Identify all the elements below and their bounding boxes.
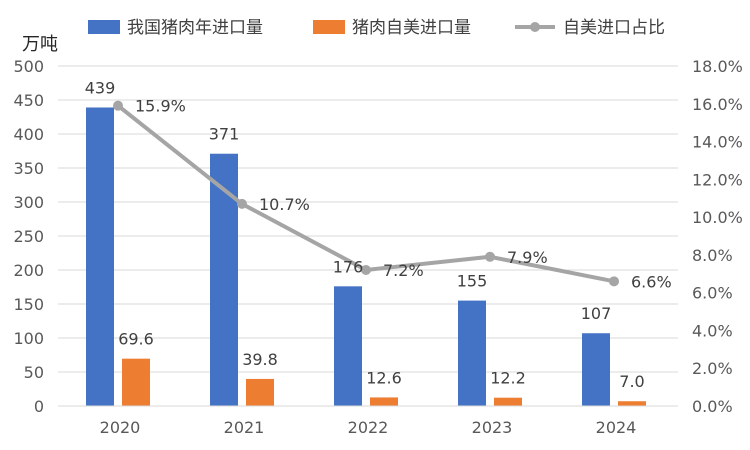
right-axis-tick-label: 2.0% [692,359,733,378]
x-axis-tick-label: 2022 [348,418,389,437]
right-axis-tick-label: 12.0% [692,170,743,189]
bar-total-2020 [86,107,114,406]
share-marker-2024 [609,276,619,287]
left-axis-tick-label: 400 [13,125,44,144]
data-label-total: 439 [85,78,116,97]
data-label-us: 12.6 [366,368,402,387]
legend-label-share: 自美进口占比 [563,18,665,38]
data-label-us: 39.8 [242,350,278,369]
share-marker-2021 [237,198,247,209]
right-axis-tick-label: 18.0% [692,57,743,76]
legend-label-total: 我国猪肉年进口量 [127,18,263,38]
bar-us-2022 [370,397,398,406]
left-axis-unit: 万吨 [22,34,58,55]
right-axis-tick-label: 14.0% [692,133,743,152]
bar-total-2022 [334,286,362,406]
data-label-total: 371 [209,125,240,144]
bar-us-2020 [122,358,150,406]
data-label-share: 7.9% [507,248,548,267]
right-axis-tick-label: 6.0% [692,284,733,303]
data-label-share: 10.7% [259,195,310,214]
bar-us-2024 [618,401,646,406]
data-label-share: 6.6% [631,272,672,291]
data-label-total: 155 [457,272,488,291]
x-axis-tick-label: 2024 [596,418,637,437]
right-axis-tick-label: 8.0% [692,246,733,265]
right-axis-tick-label: 16.0% [692,95,743,114]
right-axis-tick-label: 10.0% [692,208,743,227]
share-marker-2023 [485,251,495,262]
data-label-share: 7.2% [383,261,424,280]
bar-total-2024 [582,333,610,406]
legend-swatch-us [313,20,345,34]
left-axis-tick-label: 350 [13,159,44,178]
x-axis-tick-label: 2021 [224,418,265,437]
bar-us-2023 [494,397,522,406]
left-axis-tick-label: 250 [13,227,44,246]
left-axis-tick-label: 300 [13,193,44,212]
left-axis-tick-label: 500 [13,57,44,76]
legend-swatch-total [88,20,120,34]
data-labels: 439 69.6 371 39.8 176 12.6 155 12.2 107 7.0 15.9% 1… [85,78,672,391]
share-marker-2020 [113,100,123,111]
x-axis-tick-label: 2023 [472,418,513,437]
legend-label-us: 猪肉自美进口量 [352,18,471,38]
data-label-share: 15.9% [135,97,186,116]
left-axis-tick-label: 50 [24,363,44,382]
x-axis-tick-label: 2020 [100,418,141,437]
data-label-us: 12.2 [490,369,526,388]
data-label-us: 69.6 [118,330,154,349]
share-line [113,100,619,287]
share-marker-2022 [361,265,371,275]
data-label-total: 176 [333,257,364,276]
right-axis-tick-label: 4.0% [692,321,733,340]
bars [86,107,646,406]
left-axis-tick-label: 450 [13,91,44,110]
bar-total-2023 [458,300,486,406]
right-axis-tick-label: 0.0% [692,397,733,416]
left-axis-tick-label: 0 [34,397,44,416]
left-axis-tick-label: 100 [13,329,44,348]
left-axis-tick-label: 150 [13,295,44,314]
axes: 0 50 100 150 200 250 300 350 400 450 500 0.0% 2.0% 4.… [13,57,742,437]
legend: 我国猪肉年进口量 猪肉自美进口量 自美进口占比 [88,18,665,38]
legend-swatch-share-marker [530,22,540,32]
left-axis-tick-label: 200 [13,261,44,280]
data-label-total: 107 [581,304,612,323]
data-label-us: 7.0 [619,372,644,391]
bar-us-2021 [246,378,274,406]
